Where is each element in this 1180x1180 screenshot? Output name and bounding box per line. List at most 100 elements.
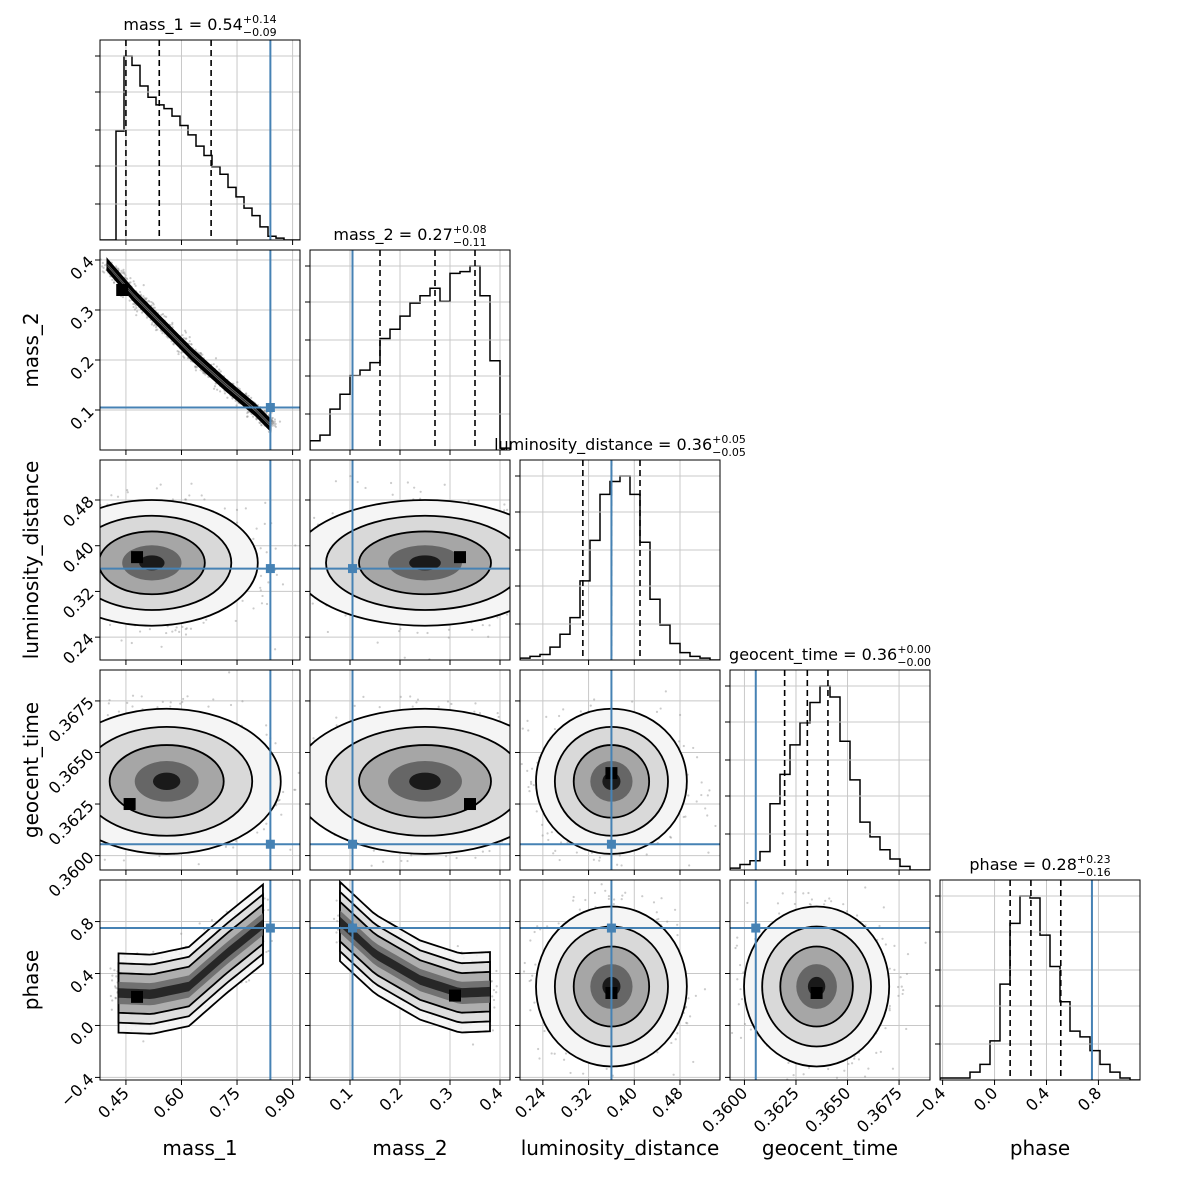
sample-point [228,671,231,674]
sample-point [503,509,506,512]
sample-point [229,703,233,707]
sample-point [182,337,185,340]
panel-luminosity_distance-vs-luminosity_distance [515,459,721,665]
sample-point [251,415,255,418]
sample-point [659,707,662,710]
sample-point [497,715,500,719]
sample-point [313,516,316,519]
sample-point [262,828,266,831]
sample-point [259,421,262,425]
sample-point [553,727,557,731]
sample-point [362,695,365,698]
sample-point [133,282,136,286]
sample-point [131,705,134,708]
sample-point [115,265,118,268]
sample-point [447,628,451,631]
sample-point [326,630,329,634]
sample-point [450,702,453,706]
sample-point [272,422,276,425]
sample-point [406,481,409,484]
sample-point [252,607,255,610]
sample-point [529,780,533,784]
sample-point [372,849,375,852]
sample-point [706,814,709,817]
sample-point [185,337,188,340]
sample-point [370,864,373,867]
sample-point [194,369,198,372]
sample-point [116,495,120,498]
sample-point [136,310,139,313]
sample-point [631,700,634,703]
sample-point [274,425,278,428]
sample-point [116,267,120,270]
sample-point [215,365,218,368]
sample-point [185,627,188,630]
panel-geocent_time-vs-mass_1 [95,669,301,875]
sample-point [147,299,150,302]
sample-point [124,274,127,277]
sample-point [152,324,155,327]
sample-point [252,537,255,540]
sample-point [106,713,109,717]
sample-point [193,365,197,368]
sample-point [223,392,227,395]
sample-point [261,594,264,598]
sample-point [278,798,281,802]
sample-point [277,799,280,802]
sample-point [411,705,414,708]
sample-point [223,507,226,510]
sample-point [297,771,300,775]
sample-point [156,328,159,331]
truth-marker [348,564,357,574]
sample-point [259,574,263,577]
sample-point [117,268,120,271]
sample-point [260,424,263,427]
panel-frame [99,459,301,661]
sample-point [263,410,266,413]
sample-point [426,631,429,635]
sample-point [142,295,145,298]
sample-point [682,744,685,748]
sample-point [275,573,278,576]
density-peak [123,798,136,811]
sample-point [184,337,187,340]
density-peak [464,798,476,811]
sample-point [259,547,262,550]
sample-point [331,512,334,515]
sample-point [144,298,147,301]
sample-point [376,641,379,644]
sample-point [199,369,202,372]
sample-point [247,394,250,398]
sample-point [121,271,124,275]
sample-point [274,648,277,651]
sample-point [271,419,274,423]
sample-point [123,272,126,276]
sample-point [169,701,172,704]
histogram-mass_2 [310,265,510,450]
sample-point [271,416,274,420]
sample-point [245,415,249,418]
sample-point [282,790,285,794]
sample-point [178,630,181,633]
sample-point [278,420,282,423]
sample-point [447,636,450,639]
sample-point [231,397,234,400]
sample-point [134,284,137,287]
sample-point [181,700,184,704]
sample-point [271,422,274,425]
sample-point [200,494,203,497]
truth-marker [265,403,275,412]
sample-point [467,500,470,503]
sample-point [437,705,440,708]
sample-point [150,300,153,304]
sample-point [190,482,193,485]
sample-point [488,849,491,853]
sample-point [172,342,175,345]
sample-point [245,392,248,395]
sample-point [130,641,133,645]
panels [95,39,1141,1085]
sample-point [271,424,274,427]
sample-point [416,631,419,634]
sample-point [335,724,338,727]
sample-point [101,270,104,273]
